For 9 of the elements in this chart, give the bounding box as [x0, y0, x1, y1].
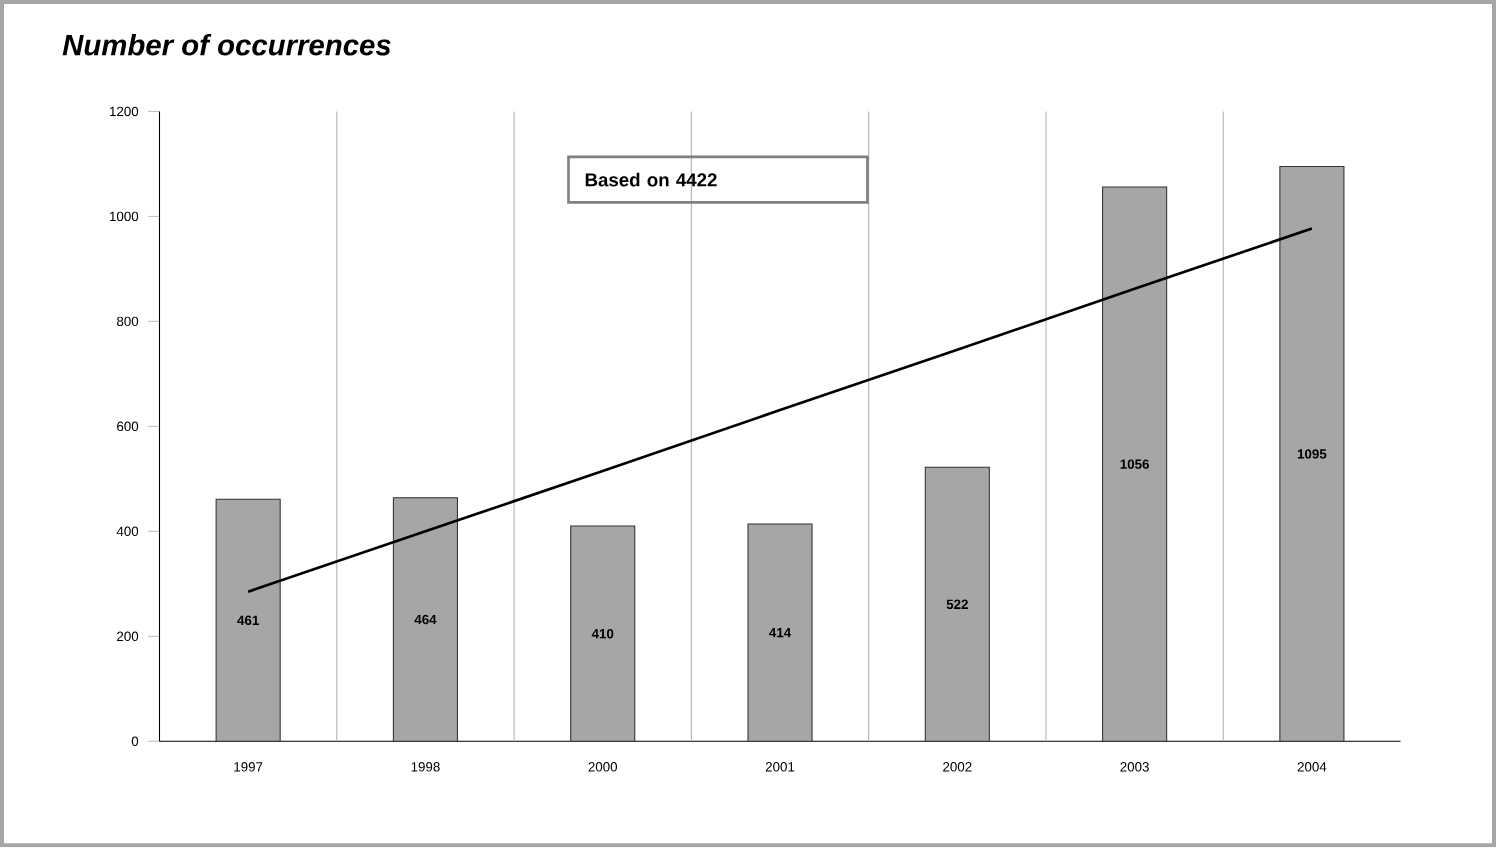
- bar: [215, 499, 281, 743]
- annotation: Based on 4422: [585, 173, 717, 187]
- bar: [1279, 166, 1345, 743]
- bar: [570, 525, 636, 743]
- bar: [1102, 186, 1168, 743]
- chart-title: Number of occurrences: [62, 34, 391, 56]
- bar: [924, 467, 990, 743]
- bar: [392, 497, 459, 743]
- bar: [747, 523, 813, 743]
